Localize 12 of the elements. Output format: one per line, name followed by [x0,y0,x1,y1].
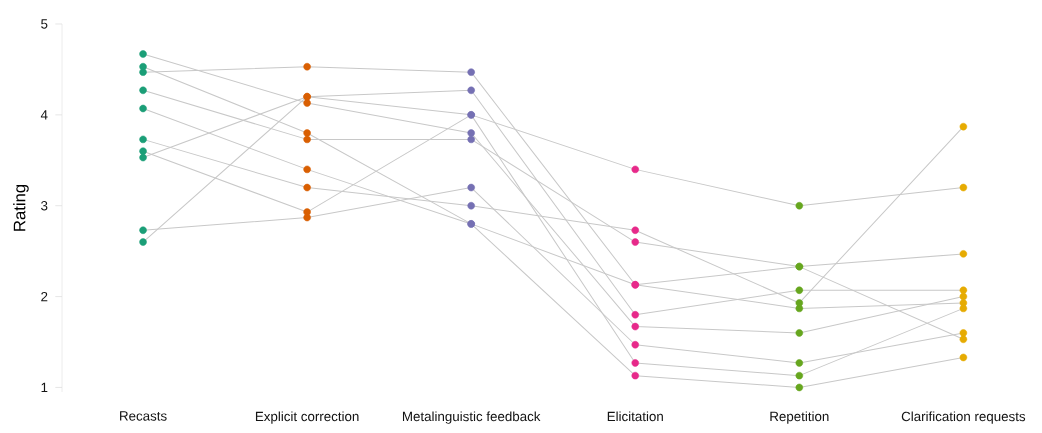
x-tick-label: Repetition [770,411,829,424]
x-tick-label: Recasts [120,411,167,421]
x-tick-label: Metalinguistic feedback [402,411,541,424]
y-tick-label: 2 [41,291,48,302]
y-tick-label: 1 [41,382,48,393]
x-tick-label: Explicit correction [255,411,359,424]
y-tick-label: 3 [41,201,48,211]
y-axis-title: Rating [13,184,29,231]
y-tick-label: 4 [40,110,48,120]
x-tick-label: Clarification requests [901,411,1026,424]
x-tick-label: Elicitation [607,411,663,422]
y-tick-label: 5 [41,19,48,29]
